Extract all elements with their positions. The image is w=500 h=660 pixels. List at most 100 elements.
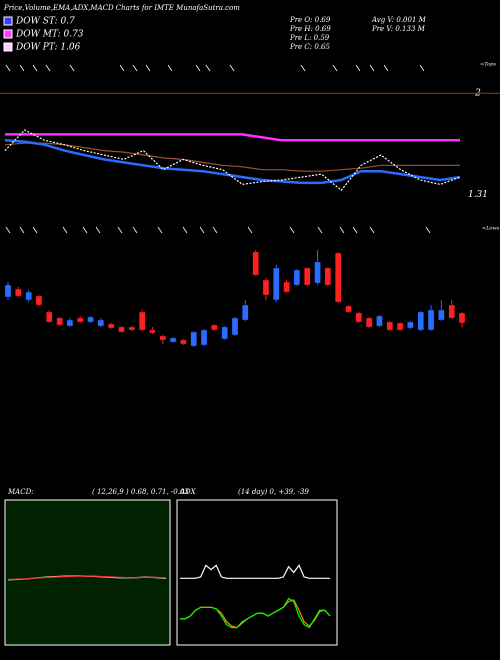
candle-body — [56, 317, 63, 326]
candle-body — [159, 335, 166, 341]
candle-body — [180, 339, 187, 345]
legend-swatch — [3, 29, 13, 39]
chart-title: Price,Volume,EMA,ADX,MACD Charts for IMT… — [3, 4, 240, 12]
candle-body — [273, 267, 280, 301]
candle-body — [314, 261, 321, 284]
candle-body — [335, 252, 342, 303]
candle-body — [46, 311, 53, 323]
candle-body — [169, 337, 177, 343]
series-line — [4, 142, 460, 172]
top-marker — [132, 64, 138, 72]
candle-body — [304, 267, 311, 286]
macd-title: MACD: — [7, 488, 34, 496]
quote: Pre C: 0.65 — [289, 43, 330, 51]
candle-body — [448, 304, 455, 319]
series-line — [5, 133, 460, 142]
series-line — [4, 139, 461, 185]
candle-body — [438, 309, 445, 321]
legend-label: DOW ST: 0.7 — [15, 17, 75, 27]
low-marker — [289, 226, 295, 234]
adx-title: ADX — [179, 488, 197, 496]
quote: Pre L: 0.59 — [289, 34, 330, 42]
low-marker — [62, 226, 68, 234]
quote: Pre O: 0.69 — [289, 16, 331, 24]
legend-swatch — [3, 42, 13, 52]
low-marker — [199, 226, 205, 234]
series-line — [7, 575, 167, 580]
quote: Pre V: 0.133 M — [371, 25, 426, 33]
candle-body — [35, 295, 43, 306]
tops-label: <Tops — [480, 62, 496, 68]
candle-body — [138, 311, 146, 331]
top-marker — [355, 64, 361, 72]
candle-body — [211, 324, 218, 331]
candle-body — [324, 267, 332, 286]
candle-body — [396, 322, 404, 331]
low-marker — [82, 226, 88, 234]
low-marker — [132, 226, 138, 234]
top-marker — [383, 64, 389, 72]
low-marker — [95, 226, 101, 234]
candle-body — [118, 326, 125, 333]
candle-body — [15, 288, 22, 297]
candle-body — [77, 317, 84, 323]
low-marker — [425, 226, 431, 234]
series-line — [180, 597, 331, 629]
candle-body — [200, 329, 208, 346]
candle-body — [4, 284, 12, 298]
candle-body — [293, 269, 301, 286]
adx-params: (14 day) 0, +39, -39 — [238, 488, 309, 496]
top-marker — [229, 64, 235, 72]
candle-body — [262, 279, 270, 296]
quote: Avg V: 0.001 M — [371, 16, 427, 24]
top-marker — [205, 64, 211, 72]
low-marker — [352, 226, 358, 234]
top-marker — [300, 64, 306, 72]
candle-body — [149, 329, 156, 334]
candle-body — [66, 319, 74, 327]
candle-body — [407, 321, 414, 329]
top-marker — [332, 64, 338, 72]
candle-body — [376, 315, 383, 327]
top-marker — [5, 64, 11, 72]
low-marker — [182, 226, 188, 234]
low-marker — [157, 226, 163, 234]
series-line — [4, 129, 461, 192]
macd-params: ( 12,26,9 ) 0.68, 0.71, -0.03 — [92, 488, 189, 496]
marks: 21.31 — [0, 64, 500, 629]
low-marker — [19, 226, 25, 234]
legend-swatch — [3, 16, 13, 26]
low-marker — [339, 226, 345, 234]
candle-body — [427, 309, 435, 331]
y-tick-label: 1.31 — [468, 190, 488, 200]
quote: Pre H: 0.69 — [289, 25, 331, 33]
legend-label: DOW MT: 0.73 — [15, 30, 84, 40]
series-line — [180, 564, 330, 579]
low-marker — [369, 226, 375, 234]
adx-panel — [176, 499, 338, 646]
top-marker — [32, 64, 38, 72]
top-marker — [419, 64, 425, 72]
low-marker — [247, 226, 253, 234]
candle-body — [345, 305, 352, 313]
top-marker — [145, 64, 151, 72]
candle-body — [458, 312, 466, 324]
low-marker — [317, 226, 323, 234]
candle-body — [252, 251, 259, 276]
top-marker — [69, 64, 75, 72]
candle-body — [365, 317, 373, 328]
macd-panel — [4, 499, 171, 646]
top-marker — [119, 64, 125, 72]
candle-body — [108, 323, 115, 329]
candle-body — [97, 319, 105, 327]
candle-body — [386, 321, 393, 331]
candle-body — [355, 312, 362, 323]
low-marker — [212, 226, 218, 234]
candle-body — [25, 291, 32, 301]
candle-body — [221, 326, 228, 340]
candle-body — [417, 311, 424, 331]
top-marker — [45, 64, 51, 72]
top-marker — [369, 64, 375, 72]
top-marker — [195, 64, 201, 72]
